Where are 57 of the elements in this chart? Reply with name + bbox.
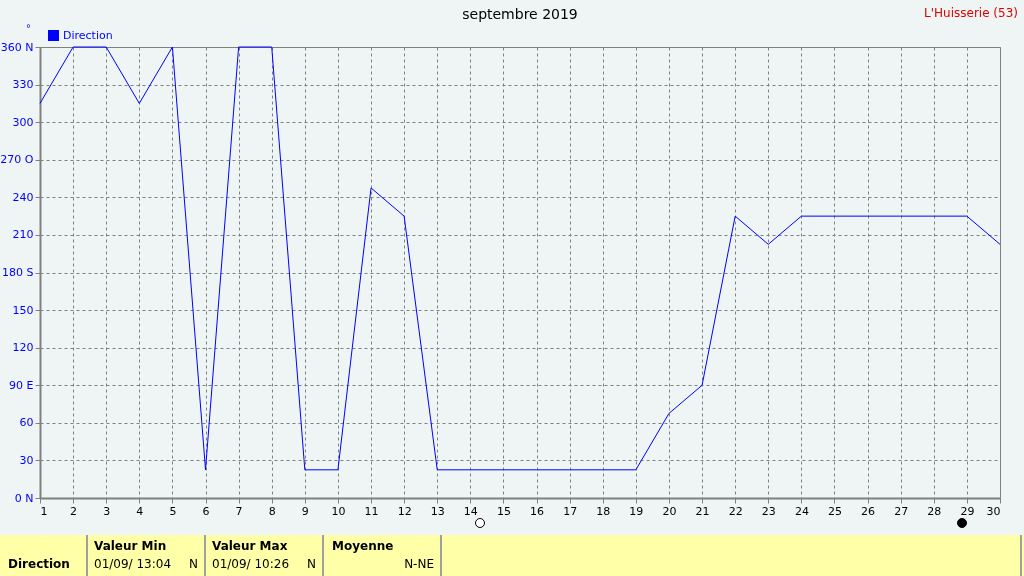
x-tick-label: 3	[103, 504, 111, 518]
x-tick-label: 4	[136, 504, 144, 518]
x-tick-label: 7	[235, 504, 243, 518]
x-tick-label: 26	[861, 504, 876, 518]
y-tick-label: 90 E	[9, 378, 34, 392]
y-tick-label: 210	[12, 228, 34, 242]
y-tick-label: 60	[19, 416, 34, 430]
x-tick-label: 25	[827, 504, 842, 518]
text: L'Huisserie (53)	[924, 6, 1018, 20]
y-tick-label: 120	[12, 341, 34, 355]
y-tick-label: 270 O	[0, 153, 34, 167]
chart-title: septembre 2019	[462, 6, 578, 22]
x-tick-label: 5	[169, 504, 177, 518]
x-tick-label: 28	[927, 504, 942, 518]
y-tick-label: 240	[12, 190, 34, 204]
x-tick-label: 15	[496, 504, 511, 518]
text: Valeur Max	[212, 539, 288, 553]
x-tick-label: 6	[202, 504, 210, 518]
x-tick-label: 16	[530, 504, 545, 518]
x-tick-label: 17	[563, 504, 578, 518]
x-tick-label: 11	[364, 504, 379, 518]
text: N	[307, 557, 316, 571]
text: Direction	[8, 557, 70, 571]
y-tick-label: 330	[12, 78, 34, 92]
legend-label: Direction	[63, 28, 113, 42]
x-tick-label: 27	[894, 504, 909, 518]
text: N	[189, 557, 198, 571]
x-tick-label: 13	[430, 504, 445, 518]
y-tick-label: 180 S	[2, 266, 34, 279]
x-tick-label: 30	[986, 504, 1001, 518]
y-axis-title: °	[26, 21, 31, 34]
x-tick-label: 9	[301, 504, 309, 518]
x-tick-label: 14	[463, 504, 478, 518]
text: 01/09/ 13:04	[94, 557, 172, 571]
x-tick-label: 8	[268, 504, 276, 518]
x-tick-label: 21	[695, 504, 710, 518]
y-tick-label: 0 N	[14, 491, 34, 505]
x-tick-label: 1	[40, 504, 48, 518]
y-tick-label: 360 N	[0, 40, 34, 54]
text: Moyenne	[332, 539, 394, 553]
x-tick-label: 24	[794, 504, 809, 518]
x-tick-label: 12	[397, 504, 412, 518]
x-tick-label: 22	[728, 504, 743, 518]
x-tick-label: 23	[761, 504, 776, 518]
text: N-NE	[404, 557, 434, 571]
x-tick-label: 19	[629, 504, 644, 518]
x-tick-label: 10	[331, 504, 346, 518]
x-tick-label: 2	[70, 504, 78, 518]
x-tick-label: 20	[662, 504, 677, 518]
y-tick-label: 30	[19, 453, 34, 467]
text: 01/09/ 10:26	[212, 557, 290, 571]
y-tick-label: 300	[12, 115, 34, 129]
y-tick-label: 150	[12, 303, 34, 317]
x-tick-label: 18	[596, 504, 611, 518]
line-series	[39, 46, 1001, 471]
x-tick-label: 29	[960, 504, 975, 518]
text: Valeur Min	[94, 539, 167, 553]
